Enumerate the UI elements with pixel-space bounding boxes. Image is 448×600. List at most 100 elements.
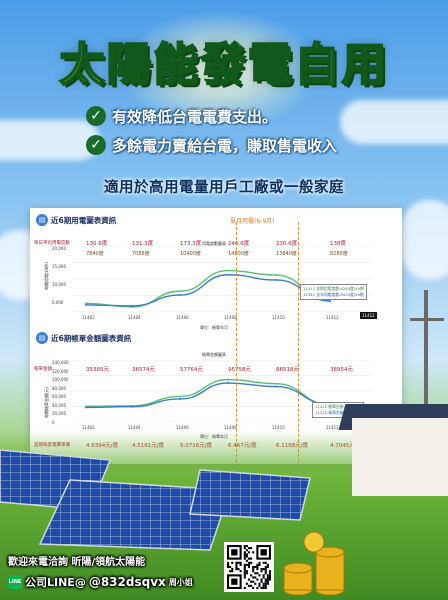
series-point bbox=[85, 302, 87, 305]
summer-start-line bbox=[236, 222, 237, 462]
chart2-xtick: 11412 bbox=[326, 425, 339, 430]
chart2-ytick: 140,000 bbox=[52, 360, 69, 365]
series-point bbox=[85, 303, 87, 306]
chart2-ytick: 80,000 bbox=[52, 385, 66, 391]
series-point bbox=[85, 406, 87, 409]
chart1-ytick: 20,000 bbox=[52, 246, 66, 251]
kwh-value: 138度 bbox=[330, 241, 346, 247]
total-kwh-value: 8280度 bbox=[330, 251, 348, 257]
kwh-value: 131.3度 bbox=[132, 241, 154, 247]
series-point bbox=[275, 278, 277, 281]
amount-value: 35385元 bbox=[86, 367, 109, 373]
poster-subtitle: 適用於高用電量用戶工廠或一般家庭 bbox=[104, 180, 344, 196]
chart2-ytick: 40,000 bbox=[52, 402, 66, 408]
amount-value: 57764元 bbox=[180, 367, 203, 373]
kwh-value: 230.6度 bbox=[276, 241, 298, 247]
amount-value: 36574元 bbox=[132, 367, 155, 373]
series-point bbox=[275, 382, 277, 385]
chart1-xtick: 11404 bbox=[128, 315, 141, 320]
cloud bbox=[0, 120, 100, 160]
house bbox=[352, 418, 448, 496]
chart2-xtick: 11402 bbox=[82, 425, 95, 430]
contact-name: 周小姐 bbox=[168, 577, 193, 587]
total-kwh-value: 7088度 bbox=[132, 251, 150, 257]
series-line-0 bbox=[85, 269, 331, 308]
series-point bbox=[227, 382, 229, 385]
kwh-value: 130.6度 bbox=[86, 241, 108, 247]
utility-pole-bar bbox=[410, 318, 444, 321]
utility-pole bbox=[424, 290, 428, 440]
total-kwh-value: 10400度 bbox=[180, 251, 201, 257]
qr-code-icon bbox=[227, 545, 271, 589]
chart1-xtick: 11402 bbox=[82, 315, 95, 320]
summer-end-line bbox=[298, 222, 299, 462]
section-bill-title: ▤ 近6期帳單金額圖表資訊 bbox=[36, 332, 131, 344]
chart1-badge: 11412 bbox=[360, 312, 377, 319]
chart1-ytick: 6,000 bbox=[52, 300, 64, 305]
line-prefix: 公司LINE@ bbox=[25, 576, 86, 589]
chart-icon: ▤ bbox=[36, 332, 48, 344]
chart1-legend: 11412 本期用電度數:8280度/59期 11312 去年同期度數:8430… bbox=[300, 284, 367, 300]
check-icon: ✓ bbox=[86, 106, 106, 126]
contact-line-1: 歡迎來電洽詢 昕陽/領航太陽能 bbox=[8, 557, 146, 568]
amount-value: 38954元 bbox=[330, 367, 353, 373]
series-point bbox=[179, 397, 181, 400]
amount-value: 86518元 bbox=[276, 367, 299, 373]
chart2-xtick: 11404 bbox=[128, 425, 141, 430]
chart1-title: 用電度數圖表 bbox=[202, 241, 226, 246]
chart2-ylabel: 每期帳單金額(元) bbox=[44, 386, 49, 418]
sun-glow bbox=[120, 10, 320, 130]
poster-title: 太陽能發電自用 bbox=[58, 37, 389, 92]
check-icon: ✓ bbox=[86, 135, 106, 155]
chart1-ylabel: 每期用電(kWh) bbox=[44, 262, 49, 290]
chart2-ytick: 120,000 bbox=[52, 368, 69, 374]
summer-label: 夏月用電(6-9月) bbox=[230, 218, 275, 225]
chart2-ytick: 20,000 bbox=[52, 411, 66, 416]
chart2-xtick: 11410 bbox=[272, 425, 285, 430]
chart2-svg bbox=[72, 360, 372, 422]
total-kwh-value: 13840度 bbox=[276, 251, 297, 257]
kwh-value: 246.6度 bbox=[228, 241, 250, 247]
chart2-ytick: 100,000 bbox=[52, 377, 69, 382]
kwh-value: 173.3度 bbox=[180, 241, 202, 247]
series-point bbox=[131, 405, 133, 408]
series-point bbox=[329, 299, 331, 302]
cloud bbox=[340, 100, 448, 144]
row-label-daily-kwh: 每日平均用電度數 bbox=[34, 241, 70, 246]
series-line-1 bbox=[85, 274, 331, 307]
series-point bbox=[179, 395, 181, 398]
total-kwh-value: 14800度 bbox=[228, 251, 249, 257]
series-point bbox=[275, 274, 277, 277]
chart2-title: 帳單金額圖表 bbox=[202, 352, 226, 357]
series-point bbox=[227, 273, 229, 276]
chart1-ytick: 10,000 bbox=[52, 282, 66, 287]
gold-coins bbox=[283, 531, 345, 596]
bullet-text: 有效降低台電電費支出。 bbox=[112, 107, 278, 126]
chart1-xlabel: 單位：帳單年月 bbox=[200, 325, 228, 330]
row-label-bill: 帳單金額 bbox=[34, 367, 52, 372]
chart2-xtick: 11406 bbox=[176, 425, 189, 430]
line-id[interactable]: @832dsqvx bbox=[88, 575, 166, 589]
line-app-icon: LINE bbox=[8, 575, 22, 589]
series-point bbox=[131, 304, 133, 307]
bullet-sell-power: ✓ 多餘電力賣給台電，賺取售電收入 bbox=[86, 132, 337, 158]
cloud bbox=[400, 200, 448, 280]
qr-code[interactable] bbox=[224, 542, 274, 592]
bullet-reduce-bill: ✓ 有效降低台電電費支出。 bbox=[86, 103, 277, 129]
contact-line-2: LINE 公司LINE@ @832dsqvx 周小姐 bbox=[8, 574, 193, 590]
chart1-svg bbox=[72, 246, 372, 312]
chart1-xtick: 11412 bbox=[326, 315, 339, 320]
total-kwh-value: 7840度 bbox=[86, 251, 104, 257]
chart1-ytick: 15,000 bbox=[52, 264, 66, 269]
series-point bbox=[179, 294, 181, 297]
chart2-xtick: 11408 bbox=[224, 425, 237, 430]
chart2-ytick: 60,000 bbox=[52, 394, 66, 399]
series-point bbox=[275, 385, 277, 388]
amount-value: 95758元 bbox=[228, 367, 251, 373]
section-electricity-title: ▤ 近6期用電圖表資訊 bbox=[36, 214, 116, 226]
solar-panels bbox=[0, 449, 311, 551]
series-line-0 bbox=[85, 378, 331, 408]
chart1-xtick: 11408 bbox=[224, 315, 237, 320]
chart2-ytick: 0 bbox=[52, 419, 55, 425]
chart1-xtick: 11406 bbox=[176, 315, 189, 320]
